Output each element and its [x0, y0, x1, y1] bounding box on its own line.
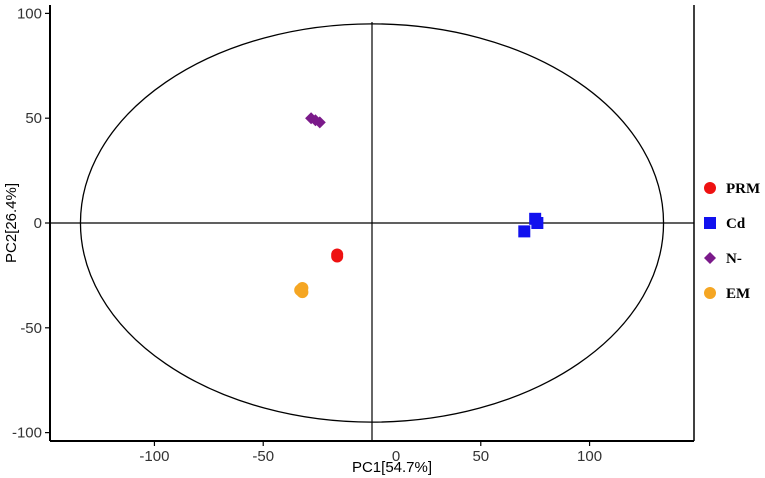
y-tick-label: 50: [25, 110, 42, 127]
legend-label-n: N-: [726, 251, 742, 267]
legend-marker-prm: [704, 182, 716, 194]
data-point-em: [294, 284, 307, 297]
y-tick-label: 0: [34, 215, 42, 232]
x-tick-label: -100: [139, 448, 169, 465]
x-tick-label: 0: [392, 448, 400, 465]
data-point-cd: [531, 217, 544, 229]
legend-marker-n: [704, 252, 716, 264]
data-point-n: [309, 114, 322, 127]
legend-marker-em: [704, 287, 716, 299]
legend-label-prm: PRM: [726, 181, 760, 197]
x-tick-label: 100: [577, 448, 602, 465]
y-tick-label: -50: [20, 320, 42, 337]
y-tick-label: -100: [12, 425, 42, 442]
y-axis-title: PC2[26.4%]: [3, 183, 20, 263]
x-tick-label: 50: [472, 448, 489, 465]
data-point-prm: [331, 248, 344, 261]
x-tick-label: -50: [252, 448, 274, 465]
legend-label-em: EM: [726, 286, 750, 302]
x-axis-title: PC1[54.7%]: [352, 459, 432, 476]
data-point-cd: [518, 225, 531, 238]
legend-marker-cd: [704, 217, 716, 229]
y-tick-label: 100: [17, 5, 42, 22]
legend-label-cd: Cd: [726, 216, 746, 232]
